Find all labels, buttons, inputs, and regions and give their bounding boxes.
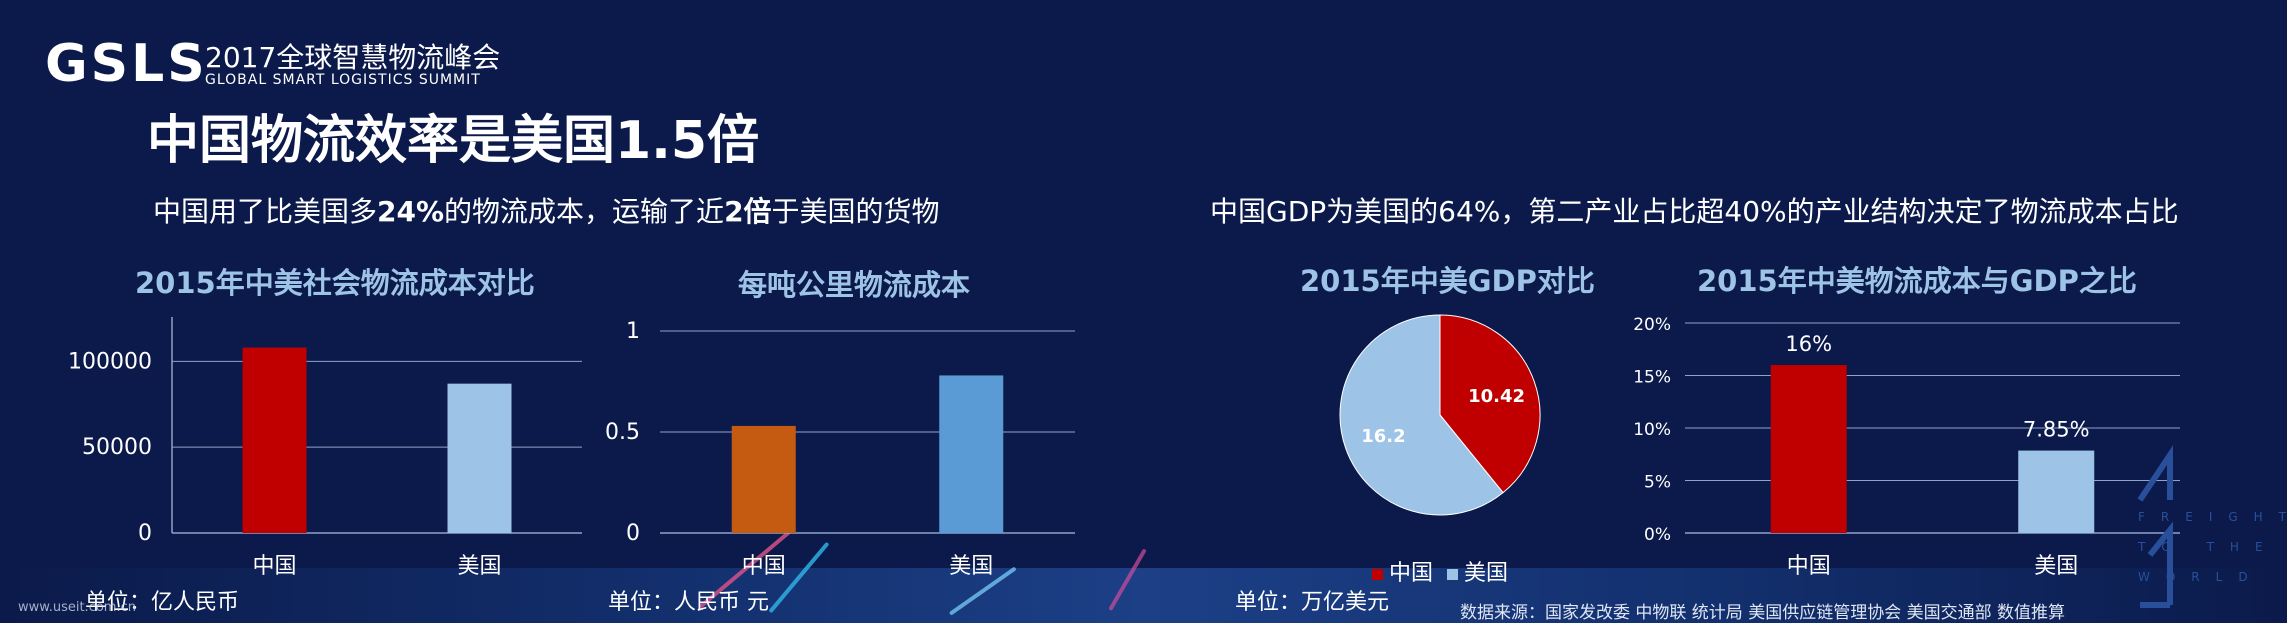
chart4-category-label: 中国 xyxy=(1787,554,1831,579)
chart3-slice-usa xyxy=(1339,314,1504,516)
chart2-title: 每吨公里物流成本 xyxy=(738,268,971,302)
subhead-left-pre: 中国用了比美国多 xyxy=(153,195,378,228)
corner-text-line2: TO THE xyxy=(2138,540,2279,554)
chart2-category-label: 中国 xyxy=(742,554,786,579)
chart2-ytick-label: 0.5 xyxy=(605,420,640,445)
chart3-pie: 10.42 16.2 xyxy=(1339,314,1541,516)
logo-mark: GSLS xyxy=(45,34,208,94)
chart1-ytick-label: 0 xyxy=(138,521,152,546)
chart1-bar-china xyxy=(242,347,307,533)
chart4-ytick-label: 20% xyxy=(1633,315,1671,335)
chart2-plot: 0 0.5 1 中国 美国 xyxy=(605,319,1075,579)
chart1-ytick-label: 100000 xyxy=(68,349,152,374)
chart1-title: 2015年中美社会物流成本对比 xyxy=(135,266,535,300)
logo-subtitle: GLOBAL SMART LOGISTICS SUMMIT xyxy=(205,72,481,88)
subhead-left-mid: 的物流成本，运输了近 xyxy=(444,195,725,228)
legend-swatch-china xyxy=(1372,568,1383,580)
subhead-left-bold-2: 2倍 xyxy=(724,195,772,228)
chart3-slice-china xyxy=(1439,314,1541,494)
subhead-left-post: 于美国的货物 xyxy=(771,195,940,228)
chart2-ytick-label: 0 xyxy=(626,521,640,546)
corner-text-line3: WORLD xyxy=(2138,570,2264,584)
corner-text-line1: FREIGHT xyxy=(2138,510,2287,524)
chart3-slice-label: 16.2 xyxy=(1361,426,1405,447)
chart4-ytick-label: 0% xyxy=(1644,525,1671,545)
page-title: 中国物流效率是美国1.5倍 xyxy=(147,111,760,171)
chart1-bar-usa xyxy=(447,383,512,533)
freight-logo-icon xyxy=(2137,445,2173,608)
chart1-unit: 单位：亿人民币 xyxy=(85,590,240,615)
chart1-category-label: 中国 xyxy=(252,554,296,579)
chart4-ytick-label: 15% xyxy=(1633,368,1671,388)
chart1-plot: 0 50000 100000 中国 美国 xyxy=(68,317,582,579)
legend-label-usa: 美国 xyxy=(1464,561,1509,586)
pie-legend: 中国 美国 xyxy=(1372,555,1508,587)
subhead-right: 中国GDP为美国的64%，第二产业占比超40%的产业结构决定了物流成本占比 xyxy=(1210,195,2179,228)
chart4-data-label: 7.85% xyxy=(2023,418,2090,442)
chart3-unit: 单位：万亿美元 xyxy=(1235,590,1390,615)
chart4-bar-usa xyxy=(2018,450,2095,533)
chart4-ytick-label: 5% xyxy=(1644,473,1671,493)
chart2-unit: 单位：人民币 元 xyxy=(608,590,769,615)
chart2-bar-china xyxy=(731,425,796,533)
chart2-ytick-label: 1 xyxy=(626,319,640,344)
chart4-bar-china xyxy=(1770,365,1847,533)
chart4-category-label: 美国 xyxy=(2034,554,2078,579)
legend-label-china: 中国 xyxy=(1389,561,1434,586)
subhead-left: 中国用了比美国多24%的物流成本，运输了近2倍于美国的货物 xyxy=(153,190,940,230)
chart3-slice-label: 10.42 xyxy=(1468,386,1525,407)
chart1-ytick-label: 50000 xyxy=(82,435,152,460)
data-source: 数据来源：国家发改委 中物联 统计局 美国供应链管理协会 美国交通部 数值推算 xyxy=(1460,603,2066,623)
chart3-title: 2015年中美GDP对比 xyxy=(1300,264,1595,298)
bottom-glow-band xyxy=(0,568,2287,623)
subhead-left-bold-1: 24% xyxy=(377,195,445,228)
chart4-title: 2015年中美物流成本与GDP之比 xyxy=(1697,264,2137,298)
legend-swatch-usa xyxy=(1447,568,1459,580)
chart1-category-label: 美国 xyxy=(457,554,501,579)
watermark: www.useit.com.cn xyxy=(18,600,136,615)
logo-title: 2017全球智慧物流峰会 xyxy=(205,41,501,74)
chart4-plot: 0% 5% 10% 15% 20% 中国 16% 美国 7.85% xyxy=(1633,315,2180,579)
chart2-bar-usa xyxy=(939,375,1004,533)
chart4-ytick-label: 10% xyxy=(1633,420,1671,440)
chart4-data-label: 16% xyxy=(1785,332,1832,356)
chart2-category-label: 美国 xyxy=(949,554,993,579)
